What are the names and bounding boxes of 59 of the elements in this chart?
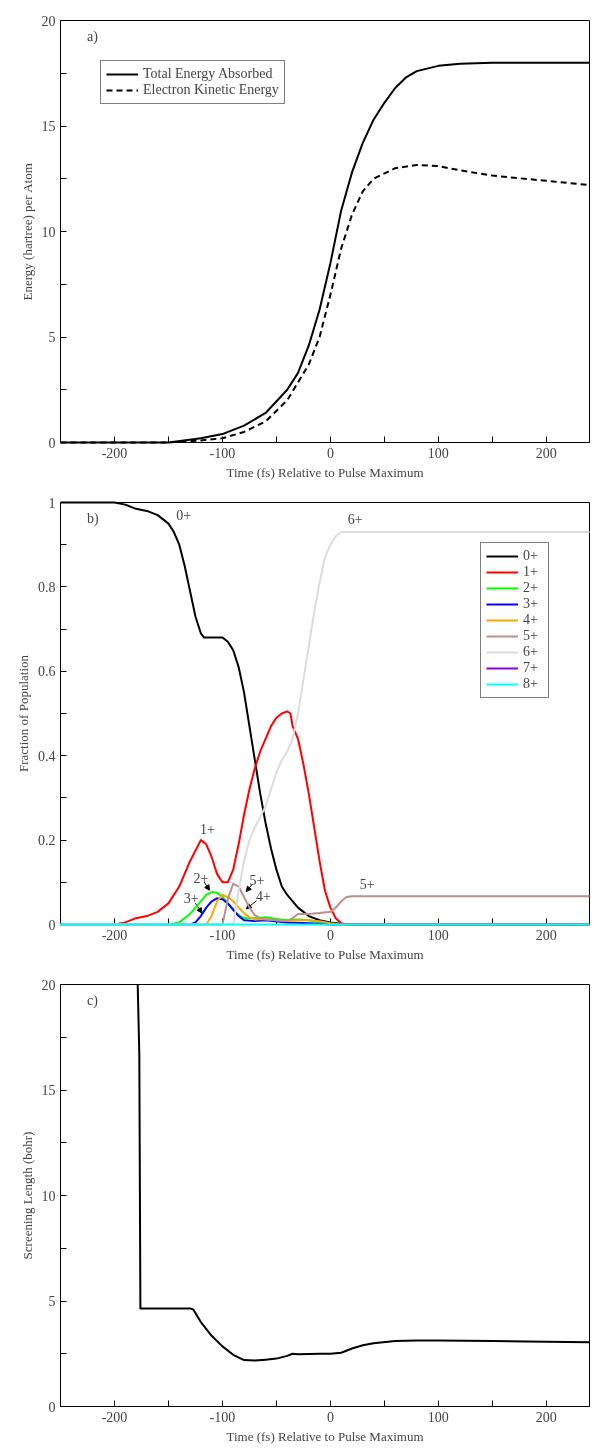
annotation: 3+ bbox=[183, 890, 199, 906]
x-tick-label: 200 bbox=[535, 927, 557, 943]
x-tick-label: 200 bbox=[535, 1409, 557, 1425]
x-tick-label: -100 bbox=[209, 445, 236, 461]
legend-label: 7+ bbox=[523, 660, 539, 676]
x-tick-label: 200 bbox=[535, 445, 557, 461]
y-tick-label: 0.8 bbox=[38, 579, 56, 595]
y-tick-label: 10 bbox=[41, 1188, 56, 1204]
annotation: b) bbox=[86, 510, 99, 527]
y-tick-label: 15 bbox=[41, 1083, 56, 1098]
y-tick-label: 10 bbox=[41, 224, 56, 240]
y-tick-label: 20 bbox=[41, 13, 56, 29]
y-tick-label: 0.6 bbox=[38, 664, 56, 680]
annotation: 2+ bbox=[193, 870, 209, 886]
y-tick-label: 0 bbox=[48, 435, 56, 451]
x-tick-label: 100 bbox=[427, 927, 449, 943]
y-tick-label: 0 bbox=[48, 1399, 56, 1415]
x-tick-label: -100 bbox=[209, 1409, 236, 1425]
annotation: 5+ bbox=[249, 872, 265, 888]
y-tick-label: 0.4 bbox=[38, 748, 56, 764]
annotation: c) bbox=[86, 992, 99, 1009]
legend-label: 3+ bbox=[523, 596, 539, 612]
x-tick-label: -200 bbox=[101, 445, 128, 461]
x-tick-label: 0 bbox=[326, 1409, 334, 1425]
y-axis-title: Fraction of Population bbox=[16, 654, 31, 772]
legend-label: Total Energy Absorbed bbox=[143, 66, 273, 82]
y-tick-label: 5 bbox=[48, 330, 56, 345]
legend-label: 5+ bbox=[523, 628, 539, 644]
y-axis-title: Energy (hartree) per Atom bbox=[19, 163, 35, 301]
legend-label: 1+ bbox=[523, 564, 539, 580]
legend-label: 2+ bbox=[523, 580, 539, 596]
x-tick-label: -200 bbox=[101, 1409, 128, 1425]
annotation: 1+ bbox=[199, 821, 215, 837]
x-axis-title: Time (fs) Relative to Pulse Maximum bbox=[226, 946, 424, 962]
annotation: a) bbox=[86, 28, 99, 45]
x-tick-label: -100 bbox=[209, 927, 236, 943]
legend-label: 0+ bbox=[523, 548, 539, 564]
y-tick-label: 1 bbox=[48, 495, 56, 511]
x-axis-title: Time (fs) Relative to Pulse Maximum bbox=[226, 1428, 424, 1444]
x-tick-label: 0 bbox=[326, 927, 334, 943]
x-tick-label: 100 bbox=[427, 445, 449, 461]
legend-label: 4+ bbox=[523, 612, 539, 628]
y-tick-label: 5 bbox=[48, 1294, 56, 1309]
x-tick-label: 0 bbox=[326, 445, 334, 461]
x-tick-label: -200 bbox=[101, 927, 128, 943]
legend-label: 8+ bbox=[523, 676, 539, 692]
legend-label: 6+ bbox=[523, 644, 539, 660]
y-tick-label: 20 bbox=[41, 977, 56, 993]
legend-label: Electron Kinetic Energy bbox=[143, 82, 279, 98]
x-tick-label: 100 bbox=[427, 1409, 449, 1425]
y-tick-label: 0 bbox=[48, 917, 56, 933]
annotation: 5+ bbox=[359, 876, 375, 892]
annotation: 0+ bbox=[176, 508, 192, 524]
y-tick-label: 0.2 bbox=[38, 833, 56, 849]
annotation: 6+ bbox=[347, 512, 363, 528]
x-axis-title: Time (fs) Relative to Pulse Maximum bbox=[226, 464, 424, 480]
y-axis-title: Screening Length (bohr) bbox=[19, 1131, 35, 1260]
y-tick-label: 15 bbox=[41, 119, 56, 134]
annotation: 4+ bbox=[256, 889, 272, 905]
